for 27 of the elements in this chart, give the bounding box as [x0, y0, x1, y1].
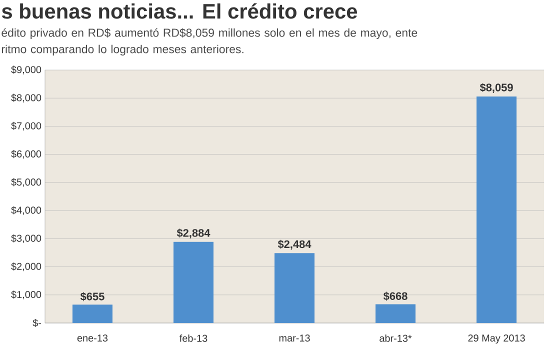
bar: [274, 253, 315, 323]
data-label: $2,484: [278, 240, 312, 250]
y-tick-label: $4,000: [11, 206, 42, 215]
y-tick-label: $6,000: [11, 150, 42, 159]
data-label: $668: [383, 292, 408, 301]
y-tick-label: $9,000: [11, 66, 42, 74]
y-tick-label: $7,000: [11, 122, 42, 131]
y-tick-label: $8,000: [11, 94, 42, 102]
chart-title: s buenas noticias... El crédito crece: [2, 3, 358, 19]
y-tick-label: $-: [32, 318, 42, 328]
x-tick-label: ene-13: [77, 334, 108, 342]
x-tick-label: 29 May 2013: [468, 334, 525, 344]
x-tick-label: feb-13: [180, 334, 208, 342]
chart-subtitle: édito privado en RD$ aumentó RD$8,059 millones solo en el mes de mayo, ente ritmo comparando lo logrado meses anteriores.: [2, 28, 418, 56]
data-label: $655: [80, 292, 104, 302]
x-tick-label: abr-13*: [380, 334, 412, 342]
x-tick-label: mar-13: [279, 334, 310, 342]
y-tick-label: $1,000: [11, 290, 42, 300]
y-tick-label: $2,000: [11, 262, 42, 272]
data-label: $8,059: [480, 83, 513, 93]
y-tick-label: $5,000: [11, 178, 42, 187]
bar: [376, 304, 416, 323]
bar: [72, 304, 112, 323]
bar: [476, 96, 517, 323]
data-label: $2,884: [176, 228, 210, 238]
y-tick-label: $3,000: [11, 234, 42, 243]
bar: [173, 242, 214, 323]
